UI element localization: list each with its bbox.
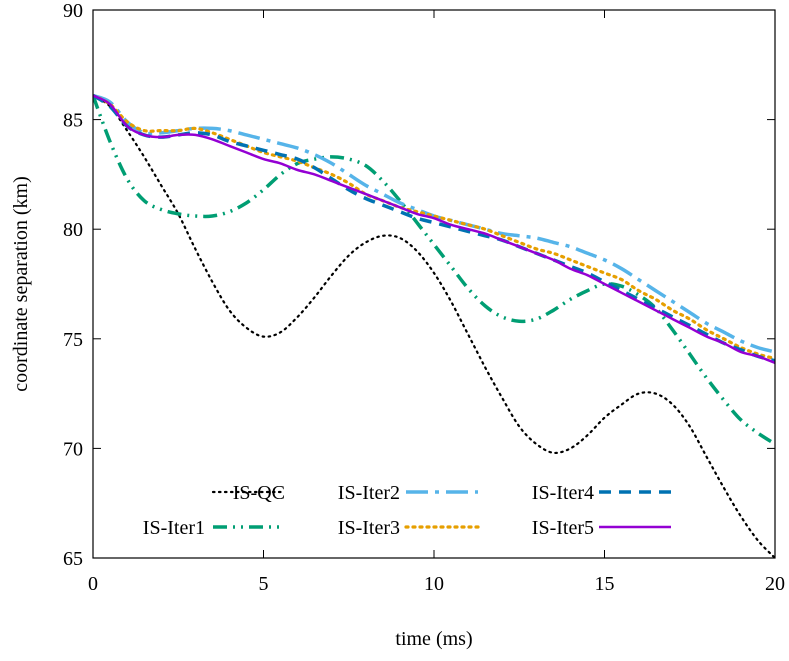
- y-tick-label: 90: [63, 0, 83, 22]
- y-tick-label: 80: [63, 219, 83, 241]
- x-tick-label: 15: [595, 573, 615, 595]
- legend-label-is-qc: IS-QC: [233, 482, 285, 504]
- tick-layer: 0 5 10 15 20 65 70 75 80 85 90: [63, 0, 785, 595]
- legend-label-is-iter5: IS-Iter5: [532, 517, 594, 539]
- legend-label-is-iter1: IS-Iter1: [143, 517, 205, 539]
- x-tick-label: 10: [424, 573, 444, 595]
- series-line-is-iter3: [93, 93, 775, 361]
- y-tick-label: 75: [63, 329, 83, 351]
- legend-label-is-iter4: IS-Iter4: [532, 482, 594, 504]
- legend: IS-QC IS-Iter1 IS-Iter2 IS-Iter3 IS-Iter4 IS-…: [143, 482, 671, 539]
- y-tick-label: 65: [63, 548, 83, 570]
- x-tick-label: 5: [259, 573, 269, 595]
- plot-frame: [92, 9, 776, 559]
- x-tick-label: 20: [765, 573, 785, 595]
- series-line-is-iter5: [93, 94, 775, 365]
- y-tick-label: 85: [63, 110, 83, 132]
- x-tick-label: 0: [88, 573, 98, 595]
- legend-label-is-iter3: IS-Iter3: [338, 517, 400, 539]
- legend-label-is-iter2: IS-Iter2: [338, 482, 400, 504]
- series-line-is-iter4: [93, 94, 775, 363]
- y-axis-label: coordinate separation (km): [10, 176, 32, 391]
- y-tick-label: 70: [63, 438, 83, 460]
- series-line-is-qc: [93, 94, 775, 558]
- series-line-is-iter1: [93, 94, 775, 446]
- series-layer: [93, 93, 775, 558]
- x-axis-label: time (ms): [395, 628, 472, 650]
